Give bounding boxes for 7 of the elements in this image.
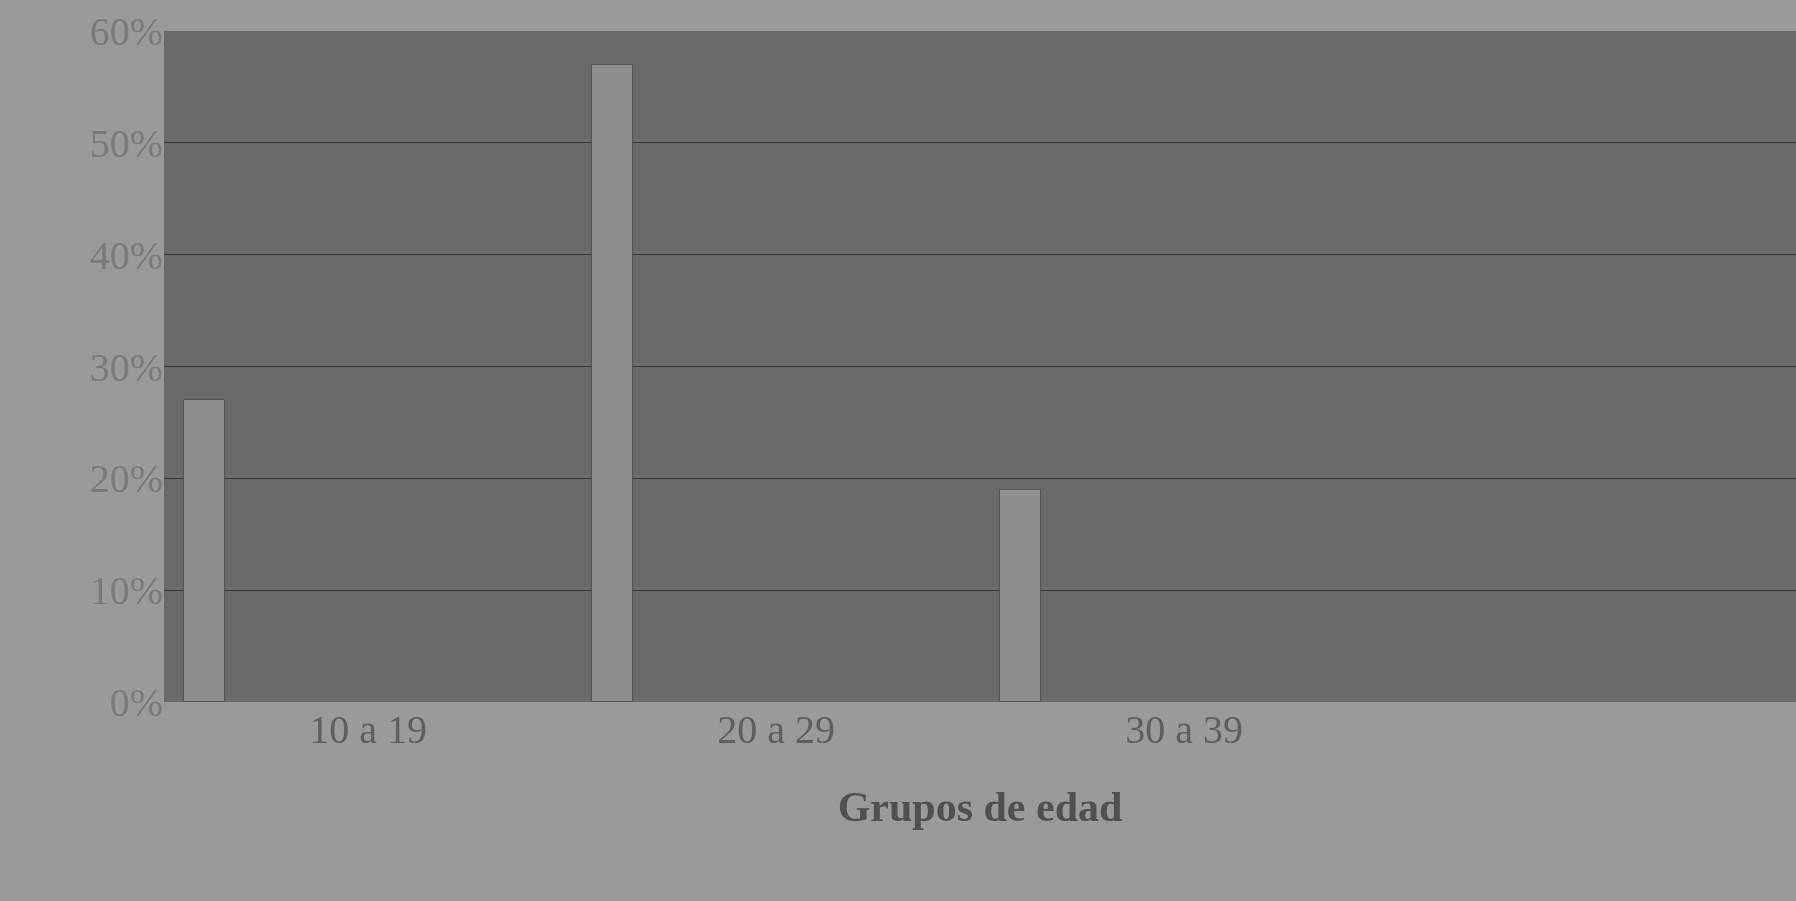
x-tick-label: 20 a 29 [717, 707, 835, 752]
x-tick-label: 10 a 19 [309, 707, 427, 752]
x-tick-label: 30 a 39 [1125, 707, 1243, 752]
bar [183, 399, 225, 702]
bar [591, 64, 633, 702]
x-axis-title: Grupos de edad [837, 783, 1123, 830]
bar [999, 489, 1041, 702]
